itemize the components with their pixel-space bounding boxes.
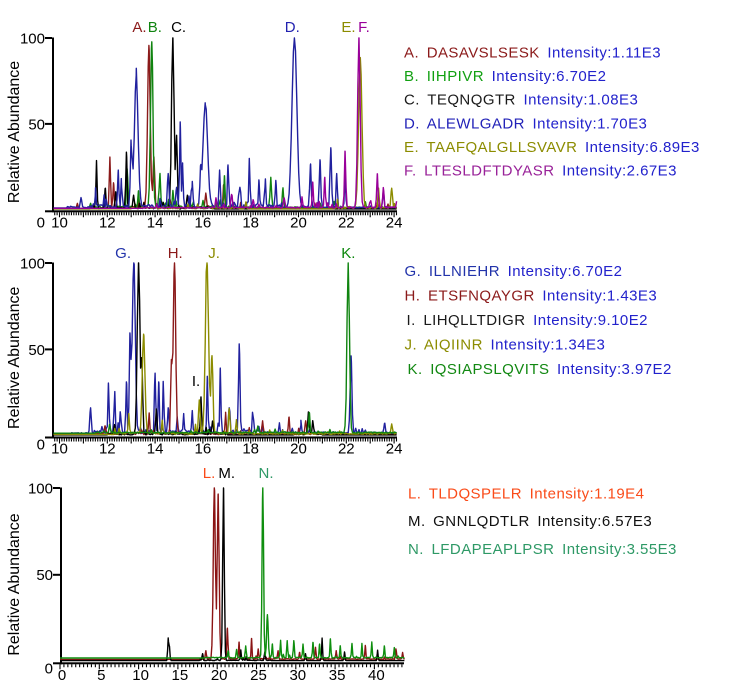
svg-text:12: 12 [99, 441, 116, 458]
svg-text:L. TLDQSPELR Intensity:1.19E4: L. TLDQSPELR Intensity:1.19E4 [408, 486, 644, 503]
svg-text:D.: D. [285, 19, 300, 36]
svg-text:C.: C. [171, 19, 186, 36]
svg-text:M. GNNLQDTLR Intensity:6.57E3: M. GNNLQDTLR Intensity:6.57E3 [408, 513, 652, 530]
svg-text:0: 0 [45, 660, 53, 677]
svg-text:14: 14 [147, 215, 164, 232]
svg-text:B. IIHPIVR Intensity:6.70E2: B. IIHPIVR Intensity:6.70E2 [404, 68, 606, 85]
svg-text:J.: J. [208, 245, 220, 262]
svg-text:G. ILLNIEHR Intensity:6.70E2: G. ILLNIEHR Intensity:6.70E2 [405, 263, 623, 280]
svg-text:0: 0 [58, 667, 66, 684]
svg-text:G.: G. [115, 245, 131, 262]
svg-text:Relative Abundance: Relative Abundance [6, 287, 23, 429]
svg-text:35: 35 [329, 667, 346, 684]
svg-text:16: 16 [195, 441, 212, 458]
svg-text:14: 14 [147, 441, 164, 458]
svg-text:I. LIHQLLTDIGR Intensity:9.10E: I. LIHQLLTDIGR Intensity:9.10E2 [407, 312, 648, 329]
svg-text:H.: H. [168, 245, 183, 262]
svg-text:E.: E. [341, 19, 355, 36]
svg-text:N. LFDAPEAPLPSR Intensity:3.55: N. LFDAPEAPLPSR Intensity:3.55E3 [408, 541, 677, 558]
svg-text:50: 50 [28, 116, 45, 133]
svg-text:40: 40 [368, 667, 385, 684]
svg-text:0: 0 [37, 215, 45, 232]
svg-text:C. TEQNQGTR Intensity:1.08E3: C. TEQNQGTR Intensity:1.08E3 [404, 92, 638, 109]
svg-text:50: 50 [36, 567, 53, 584]
svg-text:100: 100 [20, 31, 45, 48]
svg-text:A.: A. [132, 19, 146, 36]
svg-text:0: 0 [37, 437, 45, 454]
svg-text:N.: N. [259, 465, 274, 482]
svg-text:20: 20 [290, 215, 307, 232]
svg-text:25: 25 [250, 667, 267, 684]
svg-text:Relative Abundance: Relative Abundance [6, 61, 23, 203]
svg-text:5: 5 [97, 667, 105, 684]
svg-text:22: 22 [338, 215, 355, 232]
svg-text:30: 30 [289, 667, 306, 684]
svg-text:15: 15 [172, 667, 189, 684]
svg-text:K. IQSIAPSLQVITS Intensity:3.9: K. IQSIAPSLQVITS Intensity:3.97E2 [408, 361, 672, 378]
svg-text:18: 18 [242, 215, 259, 232]
svg-text:E. TAAFQALGLLSVAVR Intensity:6: E. TAAFQALGLLSVAVR Intensity:6.89E3 [404, 139, 700, 156]
svg-text:D. ALEWLGADR Intensity:1.70E3: D. ALEWLGADR Intensity:1.70E3 [404, 115, 647, 132]
svg-text:100: 100 [20, 256, 45, 273]
svg-text:20: 20 [290, 441, 307, 458]
svg-text:22: 22 [338, 441, 355, 458]
svg-text:12: 12 [99, 215, 116, 232]
svg-text:K.: K. [341, 245, 355, 262]
svg-text:F.: F. [358, 19, 370, 36]
svg-text:10: 10 [51, 215, 68, 232]
svg-text:J. AIQIINR Intensity:1.34E3: J. AIQIINR Intensity:1.34E3 [405, 336, 606, 353]
svg-text:50: 50 [28, 342, 45, 359]
svg-text:M.: M. [218, 465, 235, 482]
svg-text:10: 10 [51, 441, 68, 458]
svg-text:24: 24 [386, 215, 403, 232]
svg-text:B.: B. [148, 19, 162, 36]
svg-text:I.: I. [192, 373, 200, 390]
svg-text:Relative Abundance: Relative Abundance [6, 513, 23, 655]
svg-text:16: 16 [195, 215, 212, 232]
svg-text:10: 10 [132, 667, 149, 684]
svg-text:L.: L. [203, 465, 216, 482]
svg-text:F. LTESLDFTDYASR Intensity:2.6: F. LTESLDFTDYASR Intensity:2.67E3 [404, 163, 677, 180]
svg-text:H. ETSFNQAYGR Intensity:1.43E3: H. ETSFNQAYGR Intensity:1.43E3 [405, 287, 658, 304]
svg-text:24: 24 [386, 441, 403, 458]
svg-text:20: 20 [211, 667, 228, 684]
svg-text:100: 100 [28, 481, 53, 498]
svg-text:18: 18 [242, 441, 259, 458]
svg-text:A. DASAVSLSESK Intensity:1.11E: A. DASAVSLSESK Intensity:1.11E3 [404, 45, 661, 62]
